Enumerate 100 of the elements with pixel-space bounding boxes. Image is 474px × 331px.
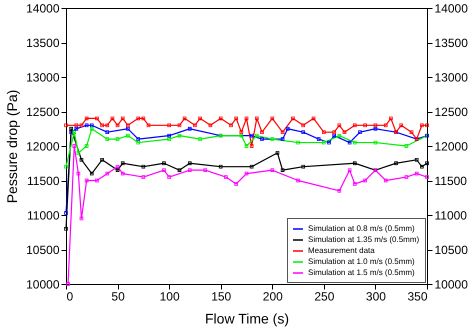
- point: [352, 123, 357, 128]
- point: [80, 123, 84, 128]
- point: [69, 126, 73, 131]
- point: [182, 116, 186, 120]
- point: [188, 161, 192, 166]
- point: [384, 123, 388, 128]
- x-tick-label: 350: [407, 290, 428, 304]
- y-tick-label: 11500: [27, 174, 60, 188]
- point: [286, 126, 290, 131]
- point: [352, 161, 357, 166]
- y2-tick-label: 10500: [434, 243, 468, 257]
- point: [414, 172, 418, 176]
- legend-label: Simulation at 1.0 m/s (0.5mm): [308, 257, 416, 266]
- point: [332, 130, 336, 134]
- point: [105, 172, 110, 176]
- point: [105, 130, 110, 134]
- point: [146, 123, 150, 128]
- point: [74, 123, 78, 128]
- point: [374, 126, 378, 131]
- point: [255, 116, 259, 120]
- y2-tick-label: 10000: [434, 278, 468, 292]
- point: [234, 116, 238, 120]
- point: [95, 178, 99, 182]
- y-axis-title: Pessure drop (Pa): [4, 90, 20, 204]
- point: [363, 123, 367, 128]
- y2-tick-label: 12500: [434, 105, 468, 119]
- point: [224, 175, 228, 179]
- y2-tick-label: 13000: [434, 70, 468, 84]
- point: [178, 123, 182, 128]
- point: [352, 140, 357, 144]
- point: [120, 161, 125, 166]
- point: [420, 123, 424, 128]
- point: [178, 134, 182, 138]
- point: [374, 140, 378, 144]
- legend-label: Simulation at 0.8 m/s (0.5mm): [308, 224, 416, 233]
- point: [250, 134, 254, 138]
- y-tick-label: 12000: [26, 140, 60, 154]
- y2-tick-label: 11000: [434, 208, 468, 222]
- point: [84, 178, 88, 182]
- point: [348, 140, 352, 144]
- point: [352, 182, 357, 186]
- point: [80, 158, 84, 162]
- point: [425, 175, 429, 179]
- point: [100, 158, 104, 162]
- point: [76, 151, 80, 155]
- point: [80, 216, 84, 220]
- point: [240, 130, 244, 134]
- point: [218, 116, 223, 120]
- point: [116, 168, 120, 172]
- x-tick-label: 300: [366, 290, 386, 304]
- point: [208, 123, 212, 128]
- point: [342, 130, 346, 134]
- point: [399, 123, 404, 128]
- point: [270, 168, 274, 172]
- point: [167, 134, 171, 138]
- point: [198, 137, 202, 141]
- point: [332, 134, 336, 138]
- point: [136, 137, 140, 141]
- point: [105, 123, 110, 128]
- point: [90, 123, 94, 128]
- point: [358, 130, 362, 134]
- line-series: [64, 126, 429, 169]
- point: [136, 116, 140, 120]
- legend-label: Measurement data: [308, 246, 376, 255]
- point: [322, 140, 326, 144]
- x-tick-label: 100: [160, 290, 180, 304]
- point: [312, 116, 316, 120]
- point: [105, 137, 110, 141]
- point: [301, 130, 306, 134]
- point: [193, 123, 197, 128]
- point: [167, 123, 171, 128]
- point: [276, 151, 280, 155]
- y-tick-label: 14000: [26, 2, 60, 16]
- line-series: [64, 116, 429, 148]
- point: [384, 178, 388, 182]
- point: [414, 158, 418, 162]
- y2-tick-label: 12000: [434, 140, 468, 154]
- point: [244, 172, 248, 176]
- point: [110, 116, 114, 120]
- point: [162, 168, 166, 172]
- point: [229, 123, 233, 128]
- point: [404, 144, 408, 148]
- point: [84, 116, 88, 120]
- point: [260, 130, 264, 134]
- point: [116, 123, 120, 128]
- point: [255, 134, 259, 138]
- point: [425, 161, 429, 166]
- point: [322, 130, 326, 134]
- point: [142, 116, 146, 120]
- point: [410, 130, 414, 134]
- point: [76, 172, 80, 176]
- point: [280, 168, 284, 172]
- point: [126, 123, 130, 128]
- point: [338, 134, 342, 138]
- point: [116, 164, 120, 169]
- point: [338, 123, 342, 128]
- point: [218, 164, 223, 169]
- point: [84, 123, 88, 128]
- point: [64, 211, 68, 215]
- point: [250, 144, 254, 148]
